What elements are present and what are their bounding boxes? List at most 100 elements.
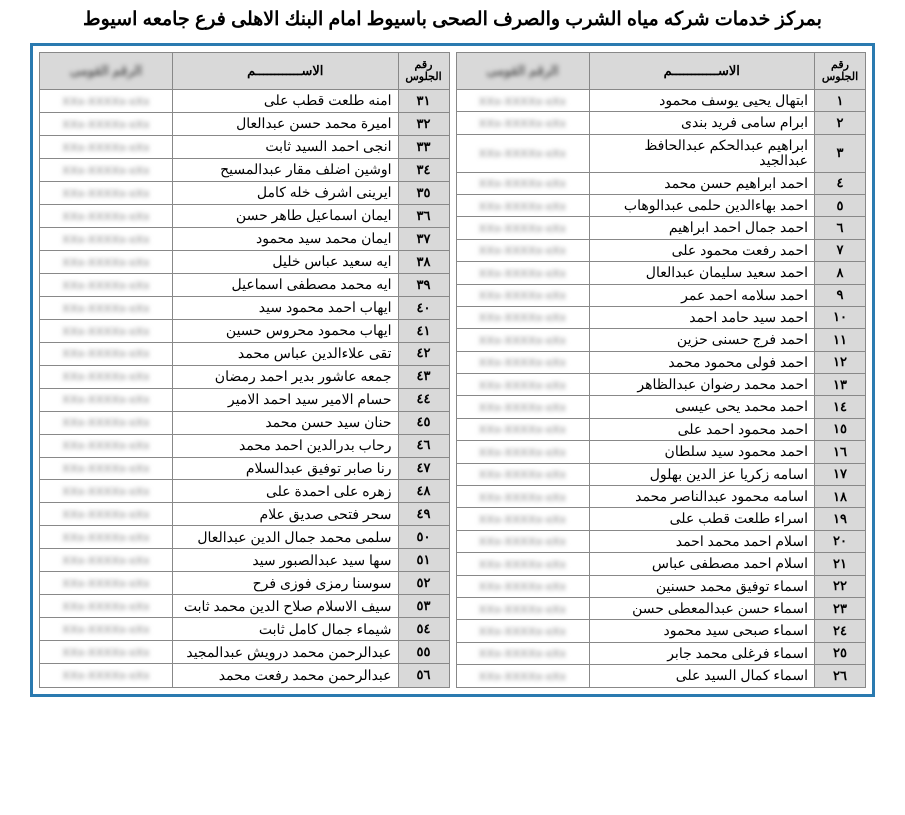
seat-cell: ٣	[815, 134, 866, 172]
seat-cell: ١٣	[815, 374, 866, 396]
name-cell: سحر فتحى صديق علام	[173, 503, 399, 526]
seat-cell: ٣٢	[398, 112, 449, 135]
table-row: ٤٠ايهاب احمد محمود سيدXXx-XXXXx-xXx	[40, 296, 450, 319]
table-row: ٥٥عبدالرحمن محمد درويش عبدالمجيدXXx-XXXX…	[40, 641, 450, 664]
nid-cell: XXx-XXXXx-xXx	[456, 620, 589, 642]
table-row: ٣١امنه طلعت قطب علىXXx-XXXXx-xXx	[40, 90, 450, 113]
nid-cell: XXx-XXXXx-xXx	[456, 112, 589, 134]
name-cell: ايرينى اشرف خله كامل	[173, 181, 399, 204]
nid-cell: XXx-XXXXx-xXx	[456, 530, 589, 552]
name-cell: احمد رفعت محمود على	[589, 239, 815, 261]
nid-cell: XXx-XXXXx-xXx	[40, 342, 173, 365]
seat-cell: ٤٧	[398, 457, 449, 480]
nid-cell: XXx-XXXXx-xXx	[40, 112, 173, 135]
table-row: ٤٦رحاب بدرالدين احمد محمدXXx-XXXXx-xXx	[40, 434, 450, 457]
table-row: ٤٥حنان سيد حسن محمدXXx-XXXXx-xXx	[40, 411, 450, 434]
seat-cell: ٤٩	[398, 503, 449, 526]
name-cell: احمد بهاءالدين حلمى عبدالوهاب	[589, 194, 815, 216]
nid-cell: XXx-XXXXx-xXx	[456, 172, 589, 194]
seat-cell: ٥٢	[398, 572, 449, 595]
table-header-row: رقم الجلوس الاســــــــــــم الرقم القوم…	[40, 53, 450, 90]
seat-cell: ٣٤	[398, 158, 449, 181]
table-row: ٨احمد سعيد سليمان عبدالعالXXx-XXXXx-xXx	[456, 262, 866, 284]
nid-cell: XXx-XXXXx-xXx	[456, 329, 589, 351]
table-row: ٥١سها سيد عبدالصبور سيدXXx-XXXXx-xXx	[40, 549, 450, 572]
name-cell: احمد محمود احمد على	[589, 418, 815, 440]
name-cell: اسراء طلعت قطب على	[589, 508, 815, 530]
seat-cell: ٤٢	[398, 342, 449, 365]
table-row: ٦احمد جمال احمد ابراهيمXXx-XXXXx-xXx	[456, 217, 866, 239]
seat-cell: ٢٤	[815, 620, 866, 642]
name-cell: ايمان محمد سيد محمود	[173, 227, 399, 250]
table-row: ٤٤حسام الامير سيد احمد الاميرXXx-XXXXx-x…	[40, 388, 450, 411]
name-cell: ايهاب محمود محروس حسين	[173, 319, 399, 342]
table-row: ٩احمد سلامه احمد عمرXXx-XXXXx-xXx	[456, 284, 866, 306]
seat-cell: ١٠	[815, 306, 866, 328]
table-row: ٤٩سحر فتحى صديق علامXXx-XXXXx-xXx	[40, 503, 450, 526]
seat-cell: ٢١	[815, 553, 866, 575]
header-nid: الرقم القومى	[456, 53, 589, 90]
name-cell: اسماء حسن عبدالمعطى حسن	[589, 597, 815, 619]
table-row: ٥٤شيماء جمال كامل ثابتXXx-XXXXx-xXx	[40, 618, 450, 641]
table-row: ٤١ايهاب محمود محروس حسينXXx-XXXXx-xXx	[40, 319, 450, 342]
seat-cell: ٤	[815, 172, 866, 194]
name-cell: حسام الامير سيد احمد الامير	[173, 388, 399, 411]
name-cell: سلمى محمد جمال الدين عبدالعال	[173, 526, 399, 549]
seat-cell: ١٢	[815, 351, 866, 373]
seat-cell: ١٦	[815, 441, 866, 463]
nid-cell: XXx-XXXXx-xXx	[40, 526, 173, 549]
name-cell: ايه سعيد عباس خليل	[173, 250, 399, 273]
seat-cell: ١٨	[815, 486, 866, 508]
name-cell: اسلام احمد محمد احمد	[589, 530, 815, 552]
nid-cell: XXx-XXXXx-xXx	[40, 158, 173, 181]
seat-cell: ٣٨	[398, 250, 449, 273]
nid-cell: XXx-XXXXx-xXx	[456, 217, 589, 239]
nid-cell: XXx-XXXXx-xXx	[40, 641, 173, 664]
name-cell: سيف الاسلام صلاح الدين محمد ثابت	[173, 595, 399, 618]
seat-cell: ٤٦	[398, 434, 449, 457]
nid-cell: XXx-XXXXx-xXx	[456, 134, 589, 172]
nid-cell: XXx-XXXXx-xXx	[40, 90, 173, 113]
table-row: ٣٨ايه سعيد عباس خليلXXx-XXXXx-xXx	[40, 250, 450, 273]
table-row: ٢١اسلام احمد مصطفى عباسXXx-XXXXx-xXx	[456, 553, 866, 575]
nid-cell: XXx-XXXXx-xXx	[40, 549, 173, 572]
name-cell: رحاب بدرالدين احمد محمد	[173, 434, 399, 457]
table-row: ١٥احمد محمود احمد علىXXx-XXXXx-xXx	[456, 418, 866, 440]
name-cell: احمد جمال احمد ابراهيم	[589, 217, 815, 239]
nid-cell: XXx-XXXXx-xXx	[456, 284, 589, 306]
seat-cell: ٩	[815, 284, 866, 306]
name-cell: جمعه عاشور بدير احمد رمضان	[173, 365, 399, 388]
nid-cell: XXx-XXXXx-xXx	[40, 572, 173, 595]
table-row: ١٩اسراء طلعت قطب علىXXx-XXXXx-xXx	[456, 508, 866, 530]
nid-cell: XXx-XXXXx-xXx	[40, 457, 173, 480]
table-row: ١٢احمد فولى محمود محمدXXx-XXXXx-xXx	[456, 351, 866, 373]
name-cell: امنه طلعت قطب على	[173, 90, 399, 113]
nid-cell: XXx-XXXXx-xXx	[40, 411, 173, 434]
seat-cell: ٤١	[398, 319, 449, 342]
table-row: ٥٣سيف الاسلام صلاح الدين محمد ثابتXXx-XX…	[40, 595, 450, 618]
seat-cell: ٤٨	[398, 480, 449, 503]
name-cell: احمد سلامه احمد عمر	[589, 284, 815, 306]
name-cell: انجى احمد السيد ثابت	[173, 135, 399, 158]
seat-cell: ٥٣	[398, 595, 449, 618]
table-row: ٥٠سلمى محمد جمال الدين عبدالعالXXx-XXXXx…	[40, 526, 450, 549]
table-row: ٥احمد بهاءالدين حلمى عبدالوهابXXx-XXXXx-…	[456, 194, 866, 216]
nid-cell: XXx-XXXXx-xXx	[456, 553, 589, 575]
tables-wrap: رقم الجلوس الاســــــــــــم الرقم القوم…	[39, 52, 866, 688]
table-row: ١٣احمد محمد رضوان عبدالظاهرXXx-XXXXx-xXx	[456, 374, 866, 396]
seat-cell: ٦	[815, 217, 866, 239]
seat-cell: ١٧	[815, 463, 866, 485]
seat-cell: ٤٠	[398, 296, 449, 319]
nid-cell: XXx-XXXXx-xXx	[456, 90, 589, 112]
table-row: ٢٥اسماء فرغلى محمد جابرXXx-XXXXx-xXx	[456, 642, 866, 664]
name-cell: احمد محمود سيد سلطان	[589, 441, 815, 463]
name-cell: اسماء فرغلى محمد جابر	[589, 642, 815, 664]
table-row: ٣٣انجى احمد السيد ثابتXXx-XXXXx-xXx	[40, 135, 450, 158]
table-row: ٤احمد ابراهيم حسن محمدXXx-XXXXx-xXx	[456, 172, 866, 194]
name-cell: اسامه محمود عبدالناصر محمد	[589, 486, 815, 508]
header-seat: رقم الجلوس	[815, 53, 866, 90]
name-cell: احمد محمد يحى عيسى	[589, 396, 815, 418]
name-cell: اميرة محمد حسن عبدالعال	[173, 112, 399, 135]
table-row: ٢٠اسلام احمد محمد احمدXXx-XXXXx-xXx	[456, 530, 866, 552]
nid-cell: XXx-XXXXx-xXx	[456, 508, 589, 530]
